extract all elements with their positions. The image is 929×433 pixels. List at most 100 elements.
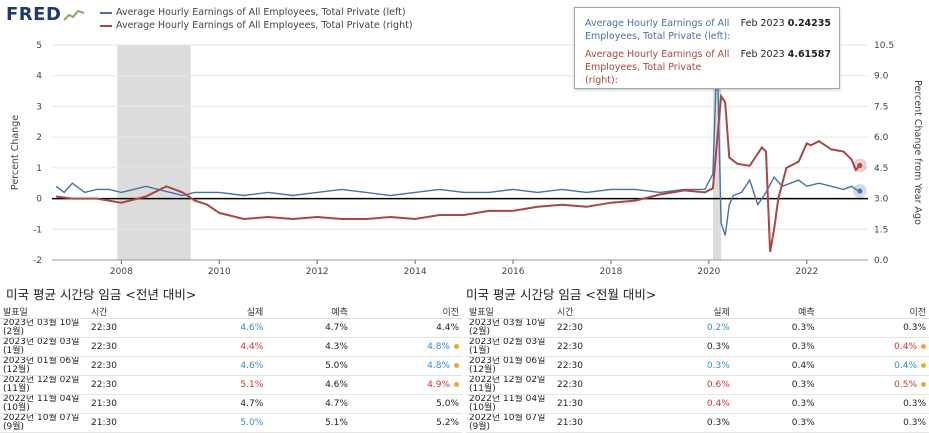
table-row[interactable]: 2022년 10월 07일 (9월) 21:30 0.3% 0.3% 0.3% [466,413,929,433]
revision-indicator-icon[interactable] [454,344,459,349]
column-header[interactable]: 예측 [732,305,818,319]
table-row[interactable]: 2023년 01월 06일 (12월) 22:30 4.6% 5.0% 4.8% [0,356,462,376]
y-left-tick-label: 5 [36,41,42,51]
tooltip-date-value-left: Feb 2023 0.24235 [741,17,831,30]
forecast-cell: 0.3% [732,394,818,414]
column-header[interactable]: 시간 [554,305,648,319]
previous-cell: 0.4% [817,356,929,376]
x-tick-label: 2018 [600,267,623,277]
release-time-cell: 22:30 [554,375,648,395]
table-row[interactable]: 2023년 02월 03일 (1월) 22:30 0.3% 0.3% 0.4% [466,337,929,357]
column-header[interactable]: 예측 [266,305,351,319]
tooltip-date-left: Feb 2023 [740,18,785,29]
mom-table-title: 미국 평균 시간당 임금 <전월 대비> [466,287,657,302]
release-time-cell: 22:30 [554,318,648,338]
y-right-axis-label: Percent Change from Year Ago [912,80,923,225]
column-header[interactable]: 실제 [181,305,267,319]
forecast-cell: 4.7% [266,318,351,338]
column-header[interactable]: 실제 [647,305,733,319]
column-header[interactable]: 이전 [817,305,929,319]
actual-cell: 4.7% [181,394,267,414]
table-header-row: 발표일 시간 실제 예측 이전 [0,305,462,319]
table-row[interactable]: 2023년 01월 06일 (12월) 22:30 0.3% 0.4% 0.4% [466,356,929,376]
release-time-cell: 21:30 [88,394,182,414]
y-right-tick-label: 6.0 [874,133,889,143]
revision-indicator-icon[interactable] [454,363,459,368]
y-left-tick-label: -1 [33,225,42,235]
actual-cell: 4.4% [181,337,267,357]
table-row[interactable]: 2023년 03월 10일 (2월) 22:30 4.6% 4.7% 4.4% [0,318,462,338]
forecast-cell: 5.0% [266,356,351,376]
series-line-right [55,93,861,252]
x-tick-label: 2012 [306,267,329,277]
legend-item-left[interactable]: Average Hourly Earnings of All Employees… [100,6,413,19]
x-tick-label: 2020 [697,267,720,277]
table-row[interactable]: 2023년 03월 10일 (2월) 22:30 0.2% 0.3% 0.3% [466,318,929,338]
forecast-cell: 0.3% [732,375,818,395]
mom-earnings-table: 발표일 시간 실제 예측 이전 2023년 03월 10일 (2월) 22:30 0.2% 0.… [466,305,929,433]
table-row[interactable]: 2022년 12월 02일 (11월) 22:30 5.1% 4.6% 4.9% [0,375,462,395]
previous-cell: 5.2% [350,413,462,433]
forecast-cell: 0.4% [732,356,818,376]
release-date-cell: 2023년 03월 10일 (2월) [0,318,88,338]
tooltip-value-left: 0.24235 [787,18,831,29]
column-header[interactable]: 발표일 [0,305,88,319]
y-left-tick-label: 3 [36,102,42,112]
table-row[interactable]: 2022년 12월 02일 (11월) 22:30 0.6% 0.3% 0.5% [466,375,929,395]
table-row[interactable]: 2022년 10월 07일 (9월) 21:30 5.0% 5.1% 5.2% [0,413,462,433]
revision-indicator-icon[interactable] [921,344,926,349]
x-tick-label: 2022 [795,267,818,277]
chart-tooltip: Average Hourly Earnings of All Employees… [574,7,840,89]
tooltip-series-name-left: Average Hourly Earnings of All Employees… [585,18,731,42]
previous-cell: 4.9% [350,375,462,395]
y-right-tick-label: 10.5 [874,41,894,51]
actual-cell: 0.4% [647,394,733,414]
y-left-tick-label: -2 [33,256,42,266]
previous-cell: 5.0% [350,394,462,414]
release-time-cell: 22:30 [554,337,648,357]
table-row[interactable]: 2022년 11월 04일 (10월) 21:30 0.4% 0.3% 0.3% [466,394,929,414]
y-left-tick-label: 1 [36,164,42,174]
table-header-row: 발표일 시간 실제 예측 이전 [466,305,929,319]
fred-chart-icon [63,9,85,21]
release-time-cell: 22:30 [88,337,182,357]
revision-indicator-icon[interactable] [921,363,926,368]
release-time-cell: 22:30 [554,356,648,376]
yoy-earnings-table: 발표일 시간 실제 예측 이전 2023년 03월 10일 (2월) 22:30 4.6% 4.… [0,305,462,433]
y-right-tick-label: 1.5 [874,225,888,235]
y-left-axis-label: Percent Change [10,115,21,190]
previous-cell: 0.3% [817,394,929,414]
line-chart[interactable]: 5 4 3 2 1 0 -1 -2 10.5 9.0 7.5 6.0 4.5 3.0 1.5 0.0 2008 2… [0,0,929,282]
column-header[interactable]: 이전 [350,305,462,319]
actual-cell: 0.3% [647,356,733,376]
release-time-cell: 21:30 [88,413,182,433]
actual-cell: 5.0% [181,413,267,433]
release-time-cell: 21:30 [554,394,648,414]
actual-cell: 4.6% [181,318,267,338]
column-header[interactable]: 시간 [88,305,182,319]
previous-cell: 4.8% [350,337,462,357]
release-time-cell: 22:30 [88,356,182,376]
table-row[interactable]: 2022년 11월 04일 (10월) 21:30 4.7% 4.7% 5.0% [0,394,462,414]
tooltip-date-value-right: Feb 2023 4.61587 [741,48,831,61]
release-date-cell: 2023년 01월 06일 (12월) [0,356,88,376]
forecast-cell: 4.6% [266,375,351,395]
y-left-tick-label: 0 [36,195,42,205]
release-date-cell: 2022년 11월 04일 (10월) [466,394,554,414]
hover-marker-left [857,188,863,194]
release-date-cell: 2023년 03월 10일 (2월) [466,318,554,338]
forecast-cell: 5.1% [266,413,351,433]
revision-indicator-icon[interactable] [454,382,459,387]
legend-swatch-left [100,11,112,14]
release-date-cell: 2022년 10월 07일 (9월) [0,413,88,433]
legend-item-right[interactable]: Average Hourly Earnings of All Employees… [100,19,413,32]
revision-indicator-icon[interactable] [921,382,926,387]
previous-cell: 0.3% [817,318,929,338]
release-date-cell: 2022년 12월 02일 (11월) [466,375,554,395]
previous-cell: 0.4% [817,337,929,357]
actual-cell: 0.3% [647,337,733,357]
column-header[interactable]: 발표일 [466,305,554,319]
table-row[interactable]: 2023년 02월 03일 (1월) 22:30 4.4% 4.3% 4.8% [0,337,462,357]
forecast-cell: 4.7% [266,394,351,414]
fred-logo[interactable]: FRED [6,4,85,25]
